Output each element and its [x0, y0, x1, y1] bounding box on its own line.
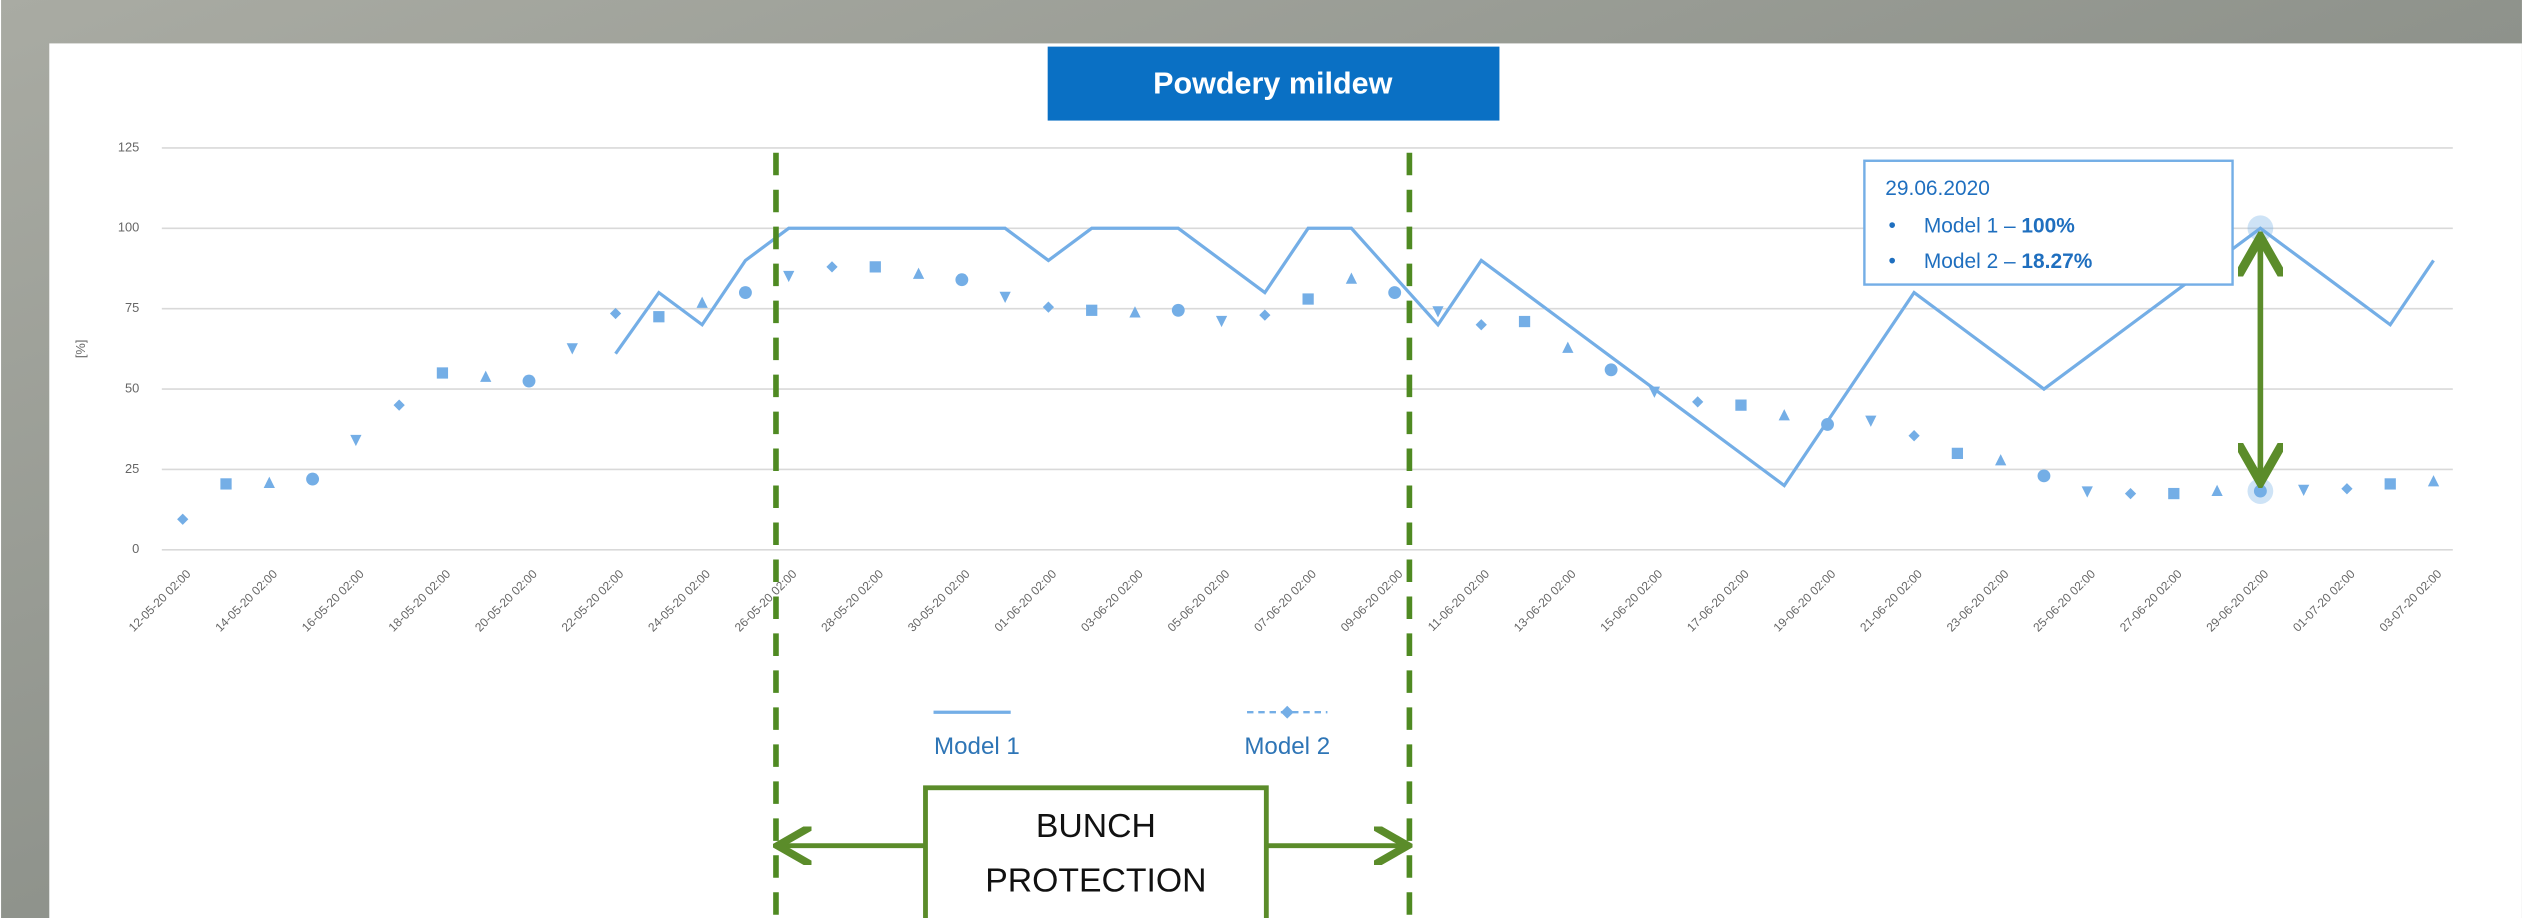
annotation-text: BUNCH — [1036, 807, 1156, 845]
data-point — [1302, 293, 1313, 304]
annotation-text: PROTECTION — [985, 862, 1206, 900]
data-point — [1086, 305, 1097, 316]
chart: Powdery mildew [%] 025507510012512-05-20… — [0, 0, 2523, 918]
tooltip-bullet: • — [1889, 250, 1896, 273]
highlight — [2248, 215, 2274, 241]
data-point — [955, 273, 968, 286]
data-point — [1388, 286, 1401, 299]
tooltip-bullet: • — [1889, 214, 1896, 237]
y-tick-label: 75 — [125, 300, 139, 315]
data-point — [2385, 478, 2396, 489]
tooltip-item: Model 2 – 18.27% — [1924, 250, 2093, 273]
data-point — [2168, 488, 2179, 499]
data-point — [1172, 304, 1185, 317]
highlight — [2248, 478, 2274, 504]
y-tick-label: 0 — [132, 541, 139, 556]
y-tick-label: 50 — [125, 380, 139, 395]
data-point — [1952, 448, 1963, 459]
data-point — [653, 311, 664, 322]
data-point — [2038, 469, 2051, 482]
data-point — [437, 367, 448, 378]
y-tick-label: 25 — [125, 461, 139, 476]
data-point — [306, 473, 319, 486]
tooltip-value: 100% — [2021, 214, 2075, 237]
data-point — [870, 261, 881, 272]
data-point — [220, 478, 231, 489]
tooltip-value: 18.27% — [2021, 250, 2092, 273]
tooltip-item: Model 1 – 100% — [1924, 214, 2075, 237]
y-tick-label: 100 — [118, 220, 139, 235]
y-axis-label: [%] — [73, 340, 88, 359]
tooltip-label: Model 1 – — [1924, 214, 2016, 237]
legend-label: Model 1 — [934, 733, 1020, 760]
legend-label: Model 2 — [1244, 733, 1330, 760]
data-point — [1519, 316, 1530, 327]
data-point — [1821, 418, 1834, 431]
data-point — [739, 286, 752, 299]
tooltip-label: Model 2 – — [1924, 250, 2016, 273]
data-point — [523, 375, 536, 388]
chart-title: Powdery mildew — [1153, 66, 1392, 100]
data-point — [1735, 400, 1746, 411]
y-tick-label: 125 — [118, 139, 139, 154]
tooltip-title: 29.06.2020 — [1885, 177, 1990, 200]
data-point — [1605, 363, 1618, 376]
tooltip: 29.06.2020 • Model 1 – 100% • Model 2 – … — [1864, 161, 2232, 285]
